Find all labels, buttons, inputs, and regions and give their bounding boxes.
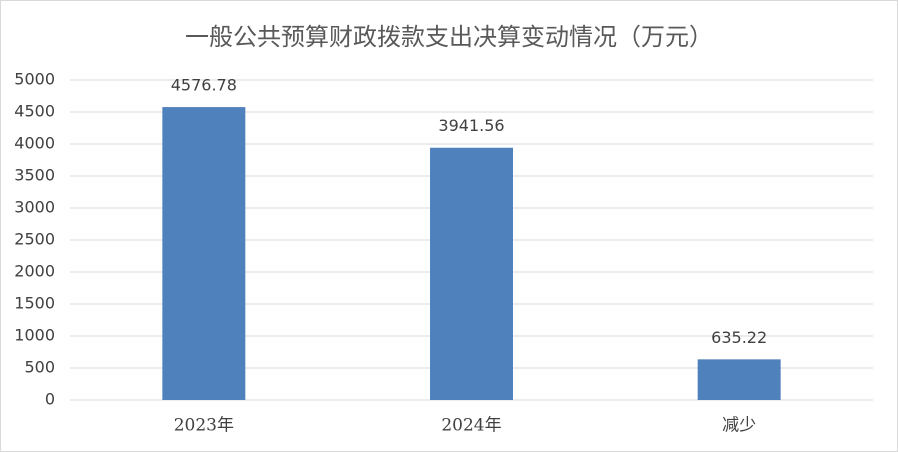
value-label: 4576.78 <box>171 76 237 95</box>
y-tick-label: 4500 <box>14 102 55 121</box>
y-tick-label: 3500 <box>14 166 55 185</box>
bar <box>430 147 513 400</box>
y-tick-label: 2000 <box>14 262 55 281</box>
value-label: 635.22 <box>711 328 767 347</box>
x-tick-label: 减少 <box>722 416 756 436</box>
y-tick-label: 3000 <box>14 198 55 217</box>
y-tick-label: 1000 <box>14 326 55 345</box>
y-tick-label: 4000 <box>14 134 55 153</box>
y-tick-label: 5000 <box>14 70 55 89</box>
y-tick-label: 500 <box>24 358 55 377</box>
y-tick-label: 1500 <box>14 294 55 313</box>
y-tick-label: 2500 <box>14 230 55 249</box>
chart-title: 一般公共预算财政拨款支出决算变动情况（万元） <box>185 23 713 51</box>
x-tick-label: 2023年 <box>174 416 234 436</box>
value-label: 3941.56 <box>438 116 504 135</box>
y-tick-label: 0 <box>45 390 55 409</box>
bar <box>162 107 246 400</box>
bar <box>697 359 781 400</box>
x-tick-label: 2024年 <box>441 416 501 436</box>
